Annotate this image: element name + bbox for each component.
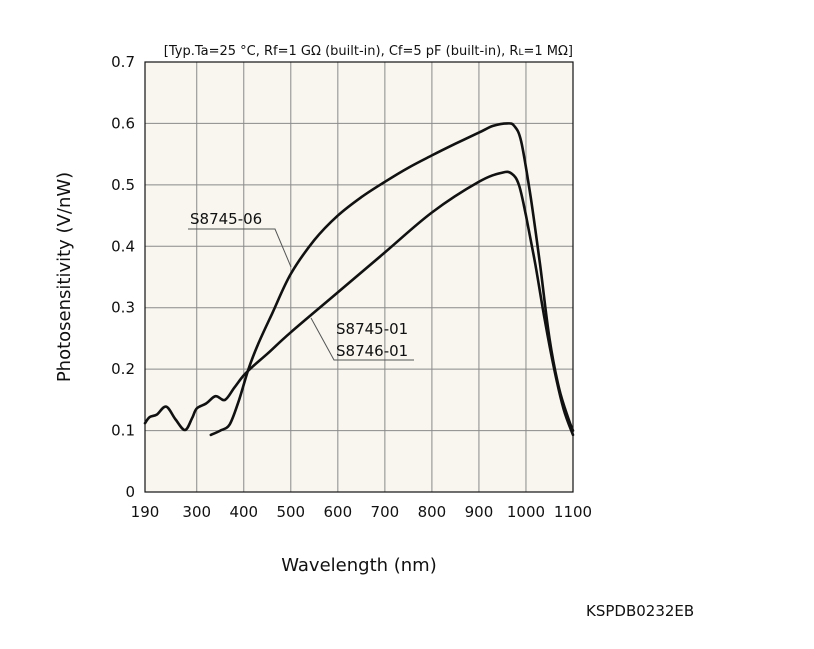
plot-area — [145, 62, 573, 492]
y-tick-label: 0.2 — [111, 360, 135, 378]
x-tick-label: 190 — [131, 503, 160, 521]
y-tick-label: 0.1 — [111, 422, 135, 440]
x-tick-label: 500 — [276, 503, 305, 521]
series-lines — [143, 122, 575, 437]
y-axis-label: Photosensitivity (V/nW) — [54, 172, 75, 382]
x-tick-label: 800 — [418, 503, 447, 521]
leader-s8745-06 — [188, 228, 292, 268]
series-line-1 — [143, 170, 575, 437]
y-tick-label: 0.5 — [111, 176, 135, 194]
x-tick-label: 1100 — [554, 503, 592, 521]
annotation-s8745-06: S8745-06 — [190, 210, 262, 228]
y-tick-label: 0.3 — [111, 299, 135, 317]
y-tick-label: 0.6 — [111, 114, 135, 132]
leader-s8745-01 — [310, 317, 414, 361]
x-tick-label: 900 — [465, 503, 494, 521]
y-tick-labels: 0 0.1 0.2 0.3 0.4 0.5 0.6 0.7 — [111, 53, 135, 501]
x-axis-label: Wavelength (nm) — [281, 555, 437, 576]
y-tick-label: 0.7 — [111, 53, 135, 71]
y-tick-label: 0.4 — [111, 237, 135, 255]
x-tick-labels: 190 300 400 500 600 700 800 900 1000 1100 — [131, 503, 592, 521]
test-conditions: [Typ.Ta=25 °C, Rf=1 GΩ (built-in), Cf=5 … — [164, 44, 573, 59]
x-tick-label: 1000 — [507, 503, 545, 521]
x-tick-label: 600 — [324, 503, 353, 521]
series-line-0 — [209, 122, 575, 437]
annotation-s8746-01: S8746-01 — [336, 342, 408, 360]
annotation-s8745-01: S8745-01 — [336, 320, 408, 338]
plot-frame — [144, 61, 574, 493]
x-tick-label: 300 — [182, 503, 211, 521]
x-tick-label: 400 — [229, 503, 258, 521]
y-tick-label: 0 — [125, 483, 135, 501]
document-code: KSPDB0232EB — [586, 602, 695, 620]
x-tick-label: 700 — [371, 503, 400, 521]
